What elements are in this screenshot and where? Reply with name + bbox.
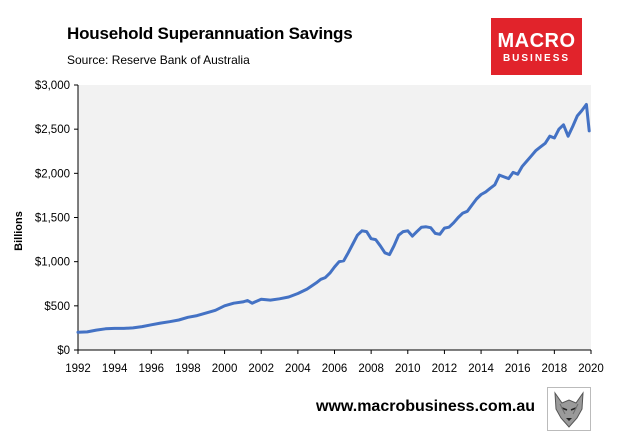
x-tick-label: 2002 xyxy=(248,363,274,375)
website-url[interactable]: www.macrobusiness.com.au xyxy=(316,398,536,415)
x-tick-label: 1992 xyxy=(65,363,91,375)
logo-line-1: MACRO xyxy=(497,30,576,52)
y-tick-label: $500 xyxy=(44,301,70,313)
plot-background xyxy=(78,85,591,350)
x-tick-label: 1998 xyxy=(175,363,201,375)
y-axis: $0 $500 $1,000 $1,500 $2,000 $2,500 $3,000 xyxy=(35,80,78,357)
chart-source: Source: Reserve Bank of Australia xyxy=(67,53,250,67)
logo-line-2: BUSINESS xyxy=(502,53,571,64)
x-tick-label: 2004 xyxy=(285,363,311,375)
y-tick-label: $1,000 xyxy=(35,257,70,269)
wolf-logo-icon xyxy=(547,387,591,431)
x-tick-label: 2012 xyxy=(432,363,458,375)
x-tick-label: 2016 xyxy=(505,363,531,375)
x-tick-label: 2014 xyxy=(468,363,494,375)
series-line xyxy=(76,102,591,334)
macrobusiness-logo: MACRO BUSINESS xyxy=(491,18,582,75)
x-tick-label: 2010 xyxy=(395,363,421,375)
y-tick-label: $3,000 xyxy=(35,80,70,92)
x-tick-label: 2008 xyxy=(358,363,384,375)
x-axis: 1992 1994 1996 1998 2000 2002 2004 2006 2008 2010… xyxy=(65,350,604,375)
chart-title: Household Superannuation Savings xyxy=(67,24,353,43)
x-tick-label: 1996 xyxy=(138,363,164,375)
x-tick-label: 1994 xyxy=(102,363,128,375)
y-tick-label: $2,500 xyxy=(35,124,70,136)
x-tick-label: 2000 xyxy=(212,363,238,375)
y-tick-label: $0 xyxy=(57,345,70,357)
y-tick-label: $2,000 xyxy=(35,168,70,180)
y-axis-label: Billions xyxy=(13,211,25,251)
x-tick-label: 2018 xyxy=(542,363,568,375)
y-tick-label: $1,500 xyxy=(35,213,70,225)
x-tick-label: 2006 xyxy=(322,363,348,375)
x-tick-label: 2020 xyxy=(578,363,604,375)
